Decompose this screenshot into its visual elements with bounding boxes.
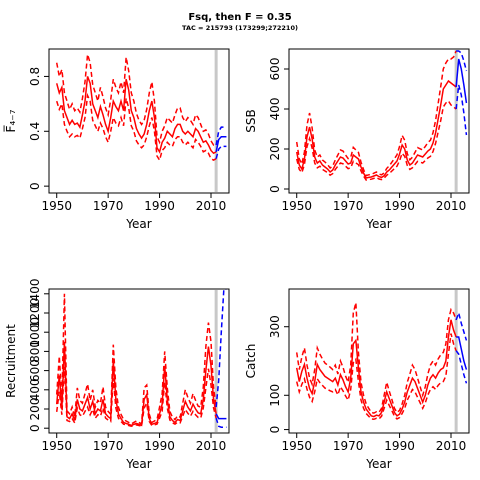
y-tick-label: 400 <box>268 98 282 121</box>
x-tick-label: 1990 <box>384 439 415 453</box>
y-axis-label: Catch <box>244 344 258 379</box>
y-tick-label: 0 <box>268 185 282 193</box>
x-tick-label: 1990 <box>384 199 415 213</box>
series-projection-lower <box>455 350 468 384</box>
y-tick-label: 600 <box>268 58 282 81</box>
panel-top-left: 1950 1970 1990 2010 0 0.4 0.8 Year F̅₄₋₇ <box>3 48 230 231</box>
series-history-median <box>55 341 217 427</box>
series-history-upper <box>295 50 457 177</box>
panel-top-right: 1950 1970 1990 2010 0 200 400 600 Year SSB <box>244 48 470 231</box>
series-history-lower <box>55 366 217 428</box>
y-tick-label: 400 <box>28 378 42 401</box>
series-history-lower <box>295 333 457 421</box>
x-tick-label: 1970 <box>333 439 364 453</box>
x-tick-label: 1990 <box>144 439 175 453</box>
y-tick-label: 0 <box>268 426 282 434</box>
series-history-lower <box>55 92 217 162</box>
x-tick-label: 1970 <box>93 199 124 213</box>
series-history-upper <box>55 54 217 146</box>
y-tick-label: 300 <box>268 315 282 338</box>
series-history-median <box>55 76 217 155</box>
plot-frame <box>288 48 470 194</box>
x-tick-label: 1990 <box>144 199 175 213</box>
x-axis-label: Year <box>365 457 391 471</box>
plot-frame <box>48 48 230 194</box>
y-tick-label: 0 <box>28 182 42 190</box>
panel-bottom-left: 1950 1970 1990 2010 0 400 800 1200 200 600 1000 140… <box>4 279 230 471</box>
figure-subtitle: TAC = 215793 (173299;272210) <box>182 24 298 32</box>
series-history-median <box>295 79 457 179</box>
series-projection-median <box>456 336 468 370</box>
y-tick-label: 600 <box>28 359 42 382</box>
series-projection-upper <box>215 126 227 146</box>
panels: 1950 1970 1990 2010 0 0.4 0.8 Year F̅₄₋₇ 1950 1970… <box>3 48 470 471</box>
series-projection-lower <box>215 145 227 159</box>
y-tick-label: 200 <box>28 398 42 421</box>
y-axis-label: SSB <box>244 109 258 132</box>
y-axis-label: F̅₄₋₇ <box>3 109 18 132</box>
series-history-median <box>295 319 457 418</box>
x-tick-label: 1950 <box>41 439 72 453</box>
plot-frame <box>48 288 230 434</box>
series-projection-median <box>215 136 227 153</box>
x-tick-label: 2010 <box>436 199 467 213</box>
series-projection-lower <box>215 417 227 428</box>
series-history-upper <box>295 302 457 414</box>
series-projection-upper <box>456 50 468 72</box>
y-tick-label: 1400 <box>28 279 42 310</box>
x-axis-label: Year <box>365 217 391 231</box>
y-tick-label: 100 <box>268 384 282 407</box>
series-projection-median <box>455 58 468 104</box>
series-projection-upper <box>455 310 468 341</box>
y-tick-label: 1200 <box>28 298 42 329</box>
x-tick-label: 1950 <box>281 199 312 213</box>
y-tick-label: 800 <box>28 340 42 363</box>
x-tick-label: 1970 <box>333 199 364 213</box>
x-tick-label: 1950 <box>41 199 72 213</box>
panel-bottom-right: 1950 1970 1990 2010 0 100 300 Year Catch <box>244 288 470 471</box>
x-tick-label: 2010 <box>196 439 227 453</box>
plot-frame <box>288 288 470 434</box>
series-projection-median <box>215 413 227 420</box>
x-axis-label: Year <box>125 457 151 471</box>
x-tick-label: 1950 <box>281 439 312 453</box>
y-tick-label: 0.8 <box>28 67 42 86</box>
y-tick-label: 0.4 <box>28 122 42 141</box>
y-tick-label: 0 <box>28 424 42 432</box>
x-axis-label: Year <box>125 217 151 231</box>
series-history-lower <box>295 99 457 181</box>
y-axis-label: Recruitment <box>4 324 18 398</box>
x-tick-label: 2010 <box>196 199 227 213</box>
y-tick-label: 200 <box>268 138 282 161</box>
y-tick-label: 1000 <box>28 317 42 348</box>
figure-title: Fsq, then F = 0.35 <box>188 12 291 23</box>
series-history-upper <box>55 293 217 426</box>
series-projection-lower <box>455 84 468 136</box>
x-tick-label: 2010 <box>436 439 467 453</box>
series-projection-upper <box>215 289 227 408</box>
x-tick-label: 1970 <box>93 439 124 453</box>
